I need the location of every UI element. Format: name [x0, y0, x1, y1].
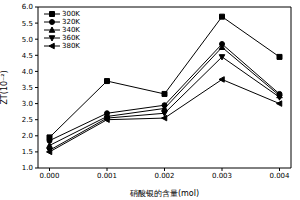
html-text:340K: 340K	[62, 26, 80, 34]
svg-text:3.0: 3.0	[22, 100, 33, 108]
svg-text:2.5: 2.5	[22, 116, 33, 124]
svg-text:ZT(10⁻²): ZT(10⁻²)	[8, 70, 9, 104]
html-text:300K: 300K	[62, 10, 80, 18]
svg-text:0.001: 0.001	[97, 172, 117, 180]
svg-text:6.0: 6.0	[22, 3, 33, 11]
html-text:320K: 320K	[62, 18, 80, 26]
html-text:380K: 380K	[62, 42, 80, 50]
svg-text:1.0: 1.0	[22, 164, 33, 172]
svg-text:0.000: 0.000	[39, 172, 59, 180]
svg-text:0.003: 0.003	[212, 172, 232, 180]
svg-text:2.0: 2.0	[22, 132, 33, 140]
svg-text:4.5: 4.5	[22, 52, 33, 60]
svg-text:5.5: 5.5	[22, 20, 33, 28]
svg-text:5.0: 5.0	[22, 36, 33, 44]
svg-text:0.002: 0.002	[154, 172, 174, 180]
html-text:360K: 360K	[62, 34, 80, 42]
svg-text:1.5: 1.5	[22, 148, 33, 156]
svg-text:4.0: 4.0	[22, 68, 33, 76]
svg-text:0.004: 0.004	[269, 172, 290, 180]
svg-text:3.5: 3.5	[22, 84, 33, 92]
svg-text:硝酸银的含量(mol): 硝酸银的含量(mol)	[129, 189, 199, 198]
